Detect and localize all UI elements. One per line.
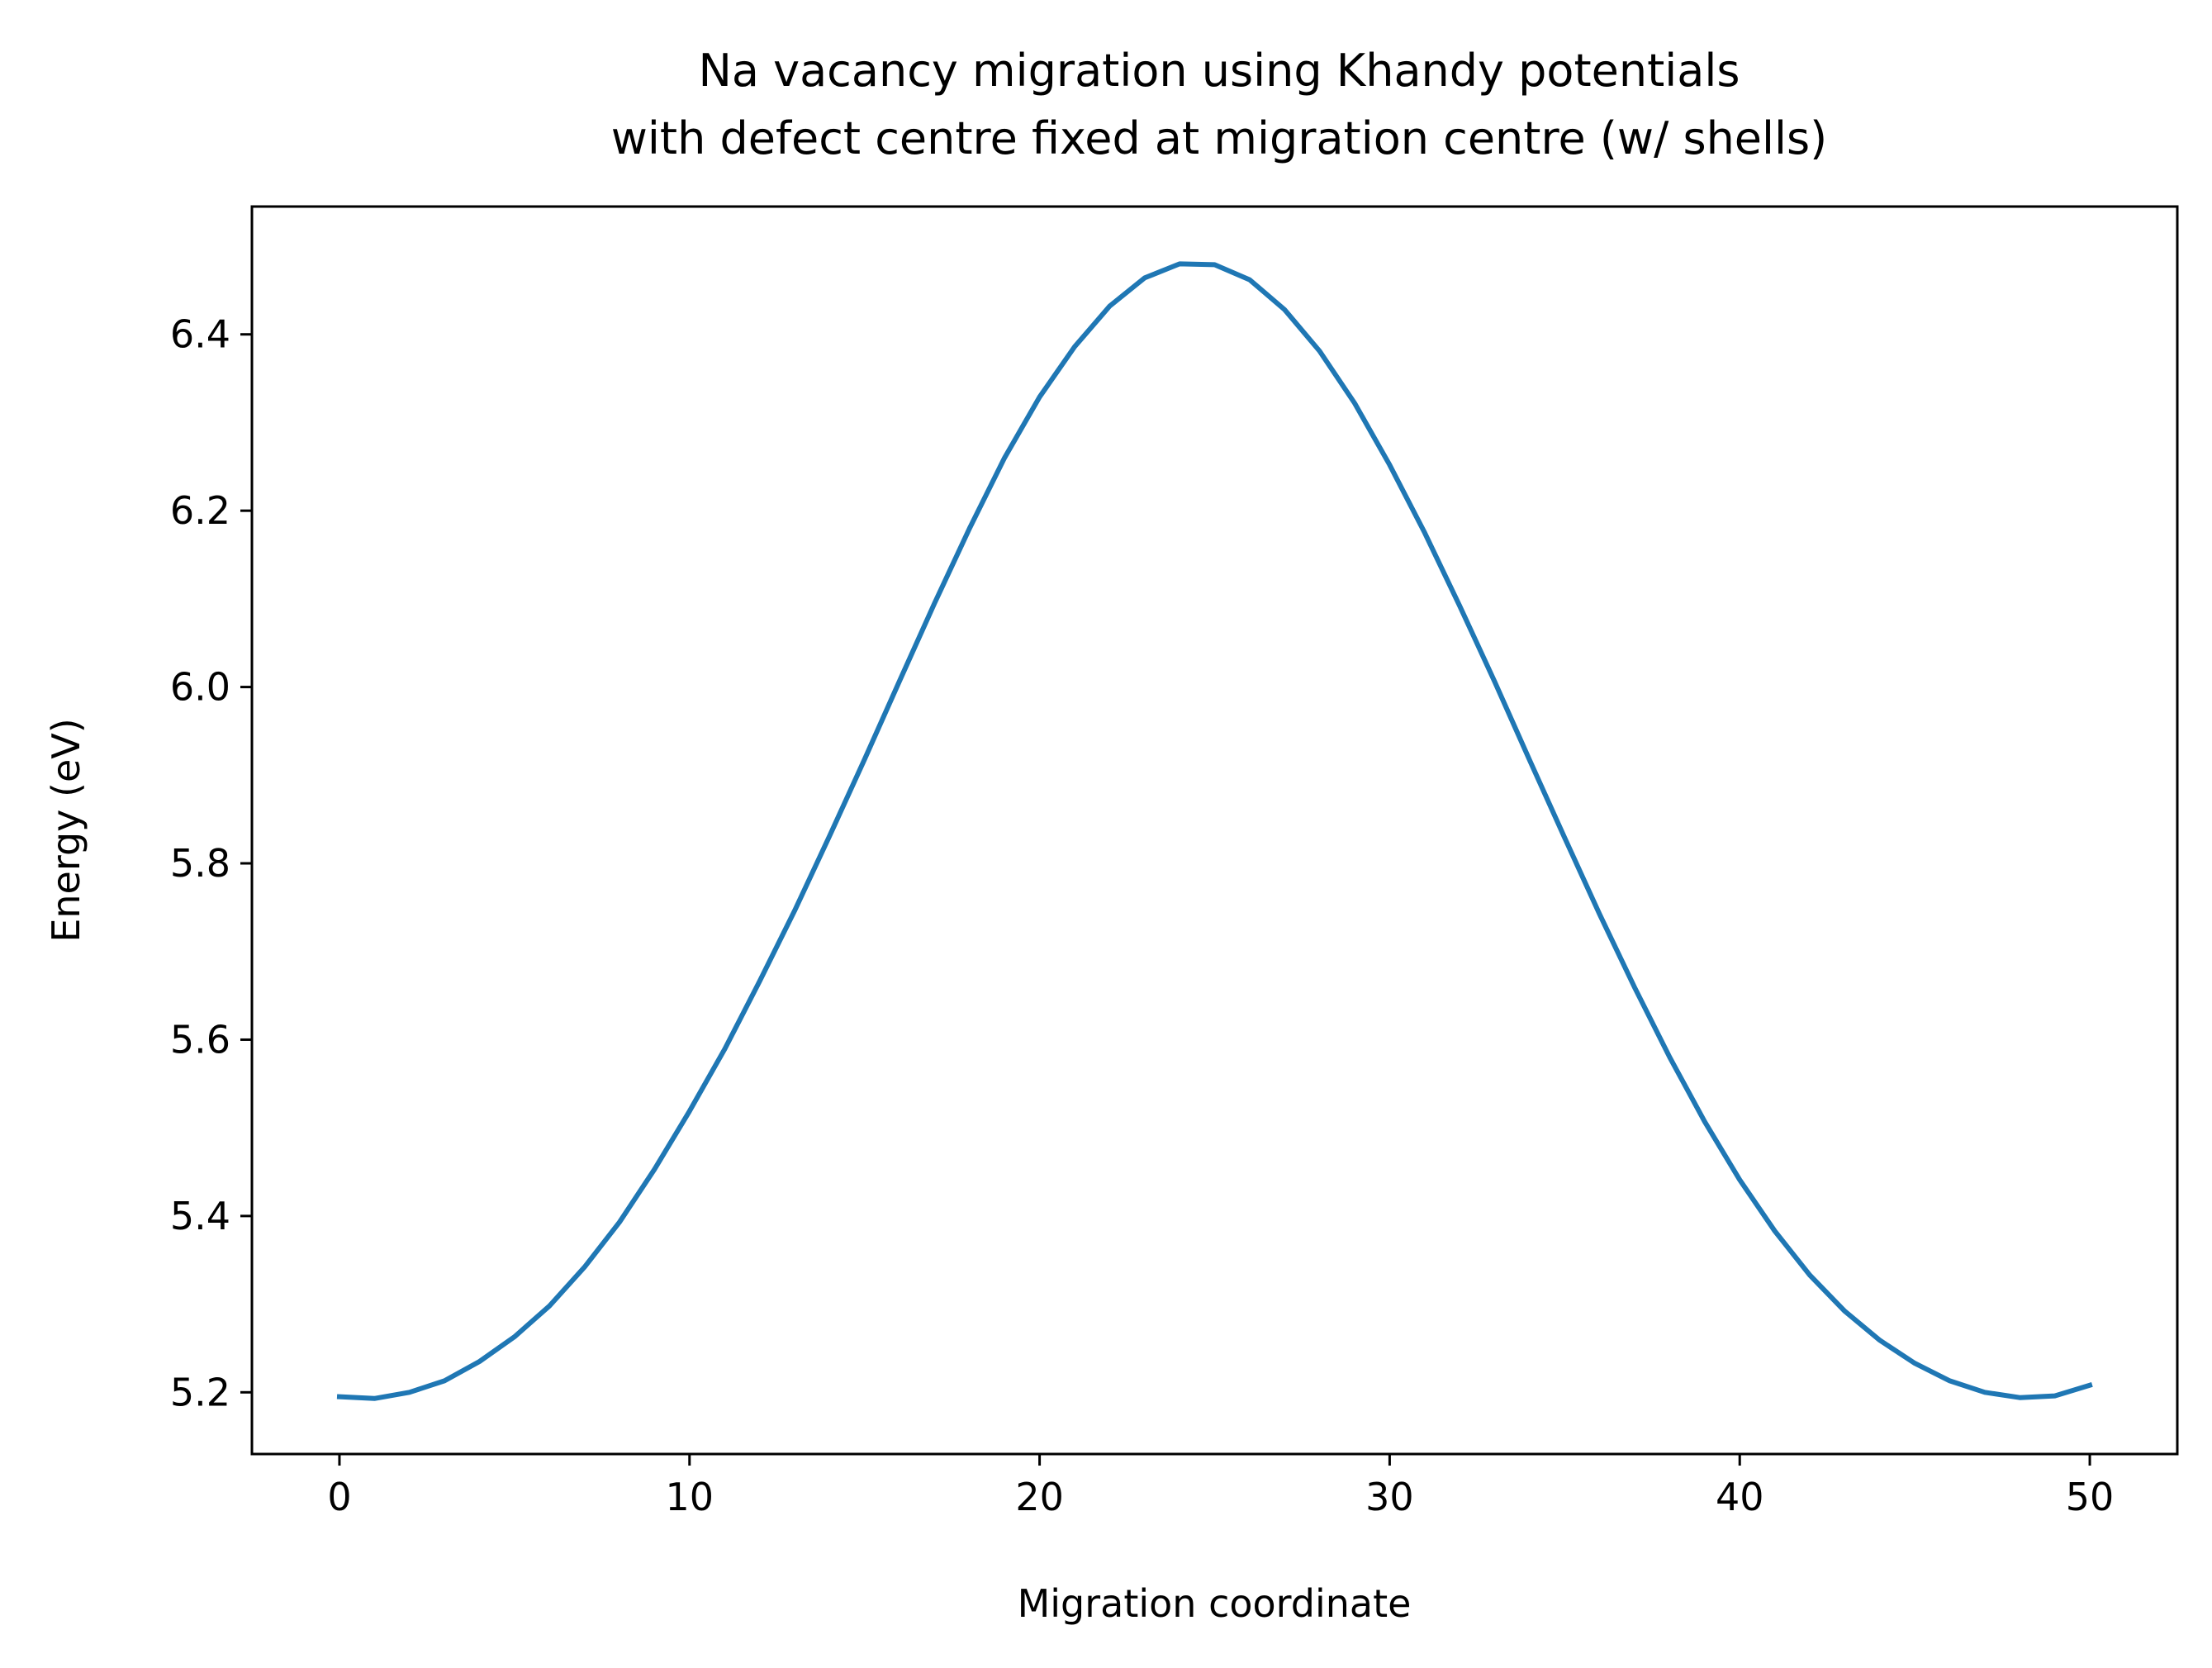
energy-line <box>336 261 2093 1401</box>
y-tick-label: 5.6 <box>170 1017 230 1062</box>
x-tick-label: 10 <box>665 1475 714 1519</box>
y-tick-label: 6.2 <box>170 488 230 533</box>
y-tick-label: 5.2 <box>170 1370 230 1414</box>
y-tick-label: 6.0 <box>170 665 230 710</box>
y-axis-label: Energy (eV) <box>44 718 88 942</box>
chart-title-line2: with defect centre fixed at migration ce… <box>611 112 1827 164</box>
x-tick-label: 30 <box>1365 1475 1414 1519</box>
x-tick-label: 20 <box>1015 1475 1064 1519</box>
y-tick-label: 6.4 <box>170 312 230 357</box>
y-tick-label: 5.8 <box>170 841 230 886</box>
x-tick-label: 0 <box>327 1475 351 1519</box>
y-tick-label: 5.4 <box>170 1194 230 1238</box>
x-tick-label: 50 <box>2066 1475 2115 1519</box>
plot-frame <box>250 205 2179 1456</box>
x-axis-label: Migration coordinate <box>1018 1581 1412 1626</box>
axis-ticks: 0 10 20 30 40 50 5.2 5.4 5.6 5.8 6.0 6.2 6.4 <box>170 312 2114 1519</box>
chart-title-line1: Na vacancy migration using Khandy potent… <box>698 45 1740 97</box>
x-tick-label: 40 <box>1716 1475 1764 1519</box>
